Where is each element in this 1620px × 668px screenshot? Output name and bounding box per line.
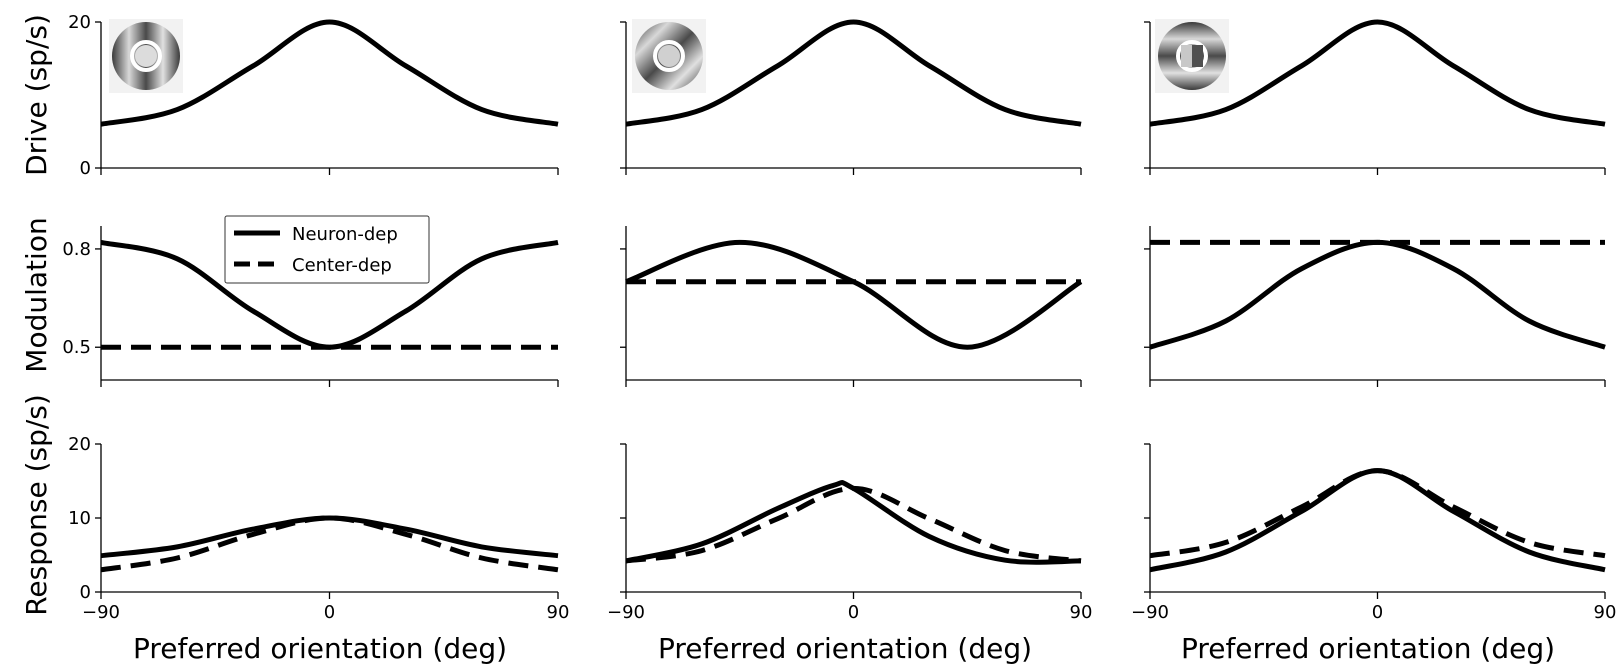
row-label-modulation: Modulation — [20, 217, 53, 372]
y-tick-label: 20 — [68, 12, 91, 33]
neuron-dep-line — [1149, 239, 1606, 350]
center-dep-line — [100, 515, 559, 573]
xlabel-col-3: Preferred orientation (deg) — [1181, 632, 1555, 665]
panel-r2-c2 — [620, 226, 1083, 387]
x-tick-label: 0 — [324, 602, 335, 623]
neuron-dep-line — [1149, 468, 1606, 573]
row-label-drive: Drive (sp/s) — [20, 14, 53, 176]
neuron-dep-line — [100, 515, 559, 559]
x-tick-label: −90 — [82, 602, 120, 623]
annulus-horizontal-grating-icon — [1155, 19, 1229, 93]
panel-r2-c3 — [1144, 226, 1606, 387]
x-tick-label: −90 — [607, 602, 645, 623]
y-tick-label: 0 — [80, 158, 91, 179]
panel-r3-c2: −90 0 90 — [607, 443, 1093, 623]
xlabel-col-1: Preferred orientation (deg) — [133, 632, 507, 665]
x-tick-label: −90 — [1131, 602, 1169, 623]
panel-r1-c1: 0 20 — [68, 12, 559, 179]
annulus-oblique-grating-icon — [632, 19, 706, 93]
legend-center-dep: Center-dep — [292, 255, 392, 276]
x-tick-label: 90 — [547, 602, 570, 623]
legend: Neuron-dep Center-dep — [224, 215, 430, 284]
center-dep-line — [625, 485, 1082, 564]
neuron-dep-line — [625, 19, 1082, 127]
y-tick-label: 10 — [68, 508, 91, 529]
y-tick-label: 20 — [68, 434, 91, 455]
legend-neuron-dep: Neuron-dep — [292, 224, 398, 245]
panel-r2-c1: 0.5 0.8 — [62, 226, 559, 387]
neuron-dep-line — [625, 480, 1082, 565]
panel-r3-c3: −90 0 90 — [1131, 443, 1617, 623]
x-tick-label: 90 — [1594, 602, 1617, 623]
y-tick-label: 0.5 — [62, 337, 91, 358]
panel-r1-c3 — [1144, 19, 1606, 175]
annulus-vertical-grating-icon — [109, 19, 183, 93]
x-tick-label: 90 — [1070, 602, 1093, 623]
neuron-dep-line — [100, 19, 559, 127]
y-tick-label: 0.8 — [62, 239, 91, 260]
xlabel-col-2: Preferred orientation (deg) — [658, 632, 1032, 665]
x-tick-label: 0 — [1372, 602, 1383, 623]
y-tick-label: 0 — [80, 582, 91, 603]
neuron-dep-line — [625, 239, 1083, 350]
neuron-dep-line — [1149, 19, 1606, 127]
row-label-response: Response (sp/s) — [20, 394, 53, 616]
center-dep-line — [1149, 468, 1606, 559]
x-tick-label: 0 — [848, 602, 859, 623]
panel-r1-c2 — [620, 19, 1082, 175]
